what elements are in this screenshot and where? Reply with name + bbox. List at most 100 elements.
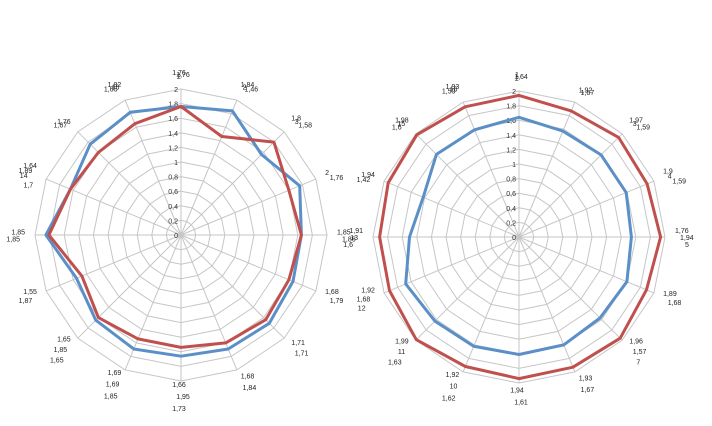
grid-spoke: [415, 236, 520, 341]
data-label: 1,42: [357, 177, 371, 184]
data-label: 1,86: [342, 237, 356, 244]
grid-spoke: [77, 131, 182, 236]
data-label: 1,62: [442, 395, 456, 402]
data-label: 1,65: [50, 357, 64, 364]
data-label: 2: [515, 76, 519, 83]
radial-tick-label: 0,8: [506, 177, 516, 184]
grid-spoke: [518, 133, 623, 238]
data-label: 1,68: [357, 297, 371, 304]
radial-tick-label: 2: [174, 87, 178, 94]
data-label: 1,46: [245, 87, 259, 94]
data-label: 1,6: [343, 242, 353, 249]
radial-tick-label: 0: [174, 233, 178, 240]
data-label: 1,94: [680, 235, 694, 242]
data-label: 1,61: [514, 400, 528, 407]
data-label: 1,68: [325, 289, 339, 296]
data-label: 1,57: [633, 349, 647, 356]
data-label: 1,85: [11, 230, 25, 237]
data-label: 7: [636, 359, 640, 366]
data-label: 3: [633, 121, 637, 128]
data-label: 1,96: [629, 338, 643, 345]
grid-spoke: [518, 180, 655, 238]
data-label: 1,93: [446, 84, 460, 91]
data-label: 1,97: [629, 118, 643, 125]
radial-tick-label: 1,4: [506, 133, 516, 140]
data-label: 1,95: [176, 394, 190, 401]
grid-spoke: [180, 99, 238, 236]
data-label: 1,67: [581, 90, 595, 97]
series-line-red: [378, 93, 663, 381]
data-label: 2: [177, 74, 181, 81]
data-label: 1,82: [108, 82, 122, 89]
grid-spoke: [124, 234, 182, 371]
data-label: 1,85: [54, 347, 68, 354]
series-line-blue: [44, 105, 303, 358]
data-label: 1,85: [104, 393, 118, 400]
data-label: 1,68: [668, 300, 682, 307]
data-label: 1,67: [54, 123, 68, 130]
data-label: 1,65: [57, 336, 71, 343]
radial-tick-label: 0: [512, 235, 516, 242]
grid-spoke: [415, 133, 520, 238]
data-label: 1,85: [6, 237, 20, 244]
radial-tick-label: 0,8: [168, 175, 178, 182]
radial-tick-label: 1: [174, 160, 178, 167]
radial-tick-label: 1,2: [506, 147, 516, 154]
radial-tick-label: 2: [512, 89, 516, 96]
data-label: 1,63: [388, 359, 402, 366]
grid-spoke: [180, 234, 238, 371]
radial-tick-label: 0,4: [168, 204, 178, 211]
data-label: 1,69: [108, 370, 122, 377]
data-label: 1,58: [298, 123, 312, 130]
grid-spoke: [518, 101, 576, 238]
data-label: 1,87: [19, 298, 33, 305]
radial-tick-label: 1,8: [506, 104, 516, 111]
grid-spoke: [45, 234, 182, 292]
data-label: 15: [397, 121, 405, 128]
series-line-red: [47, 105, 303, 349]
data-label: 1,55: [23, 289, 37, 296]
data-label: 10: [450, 384, 458, 391]
radial-tick-label: 1: [512, 162, 516, 169]
radar-chart-left: 00,20,40,60,811,21,41,61,821,761,7621,84…: [6, 70, 355, 413]
data-label: 1,76: [176, 72, 190, 79]
radial-tick-label: 0,2: [168, 218, 178, 225]
grid-spoke: [45, 178, 182, 236]
data-label: 1,59: [442, 89, 456, 96]
radial-tick-label: 0,4: [506, 206, 516, 213]
data-label: 1,92: [579, 87, 593, 94]
data-label: 1,76: [675, 228, 689, 235]
data-label: 1,64: [23, 163, 37, 170]
grid-spoke: [518, 236, 655, 294]
data-label: 16: [112, 84, 120, 91]
data-label: 1,94: [510, 388, 524, 395]
grid-spoke: [462, 101, 520, 238]
data-label: 1,94: [361, 172, 375, 179]
data-label: 1,76: [330, 175, 344, 182]
radar-chart-right: 00,20,40,60,811,21,41,61,8211,6421,921,6…: [343, 72, 693, 407]
grid-spoke: [518, 236, 623, 341]
radial-tick-label: 1,2: [168, 145, 178, 152]
radial-tick-label: 1,4: [168, 131, 178, 138]
data-label: 1,66: [172, 382, 186, 389]
data-label: 1,76: [57, 119, 71, 126]
grid-spoke: [77, 234, 182, 339]
radial-tick-label: 1,6: [168, 116, 178, 123]
radial-tick-label: 1,8: [168, 102, 178, 109]
data-label: 1,65: [104, 87, 118, 94]
data-label: 11: [398, 349, 405, 356]
series-line-blue: [404, 115, 633, 356]
data-label: 14: [20, 173, 28, 180]
data-label: 1,85: [337, 230, 351, 237]
grid-spoke: [383, 180, 520, 238]
data-label: 2: [243, 84, 247, 91]
grid-spoke: [462, 236, 520, 373]
data-label: 1,91: [349, 228, 363, 235]
grid-spoke: [180, 131, 285, 236]
data-label: 5: [685, 242, 689, 249]
data-label: 1,64: [514, 74, 528, 81]
data-label: 1,73: [172, 406, 186, 413]
data-label: 1,71: [295, 350, 309, 357]
data-label: 1,71: [291, 340, 305, 347]
